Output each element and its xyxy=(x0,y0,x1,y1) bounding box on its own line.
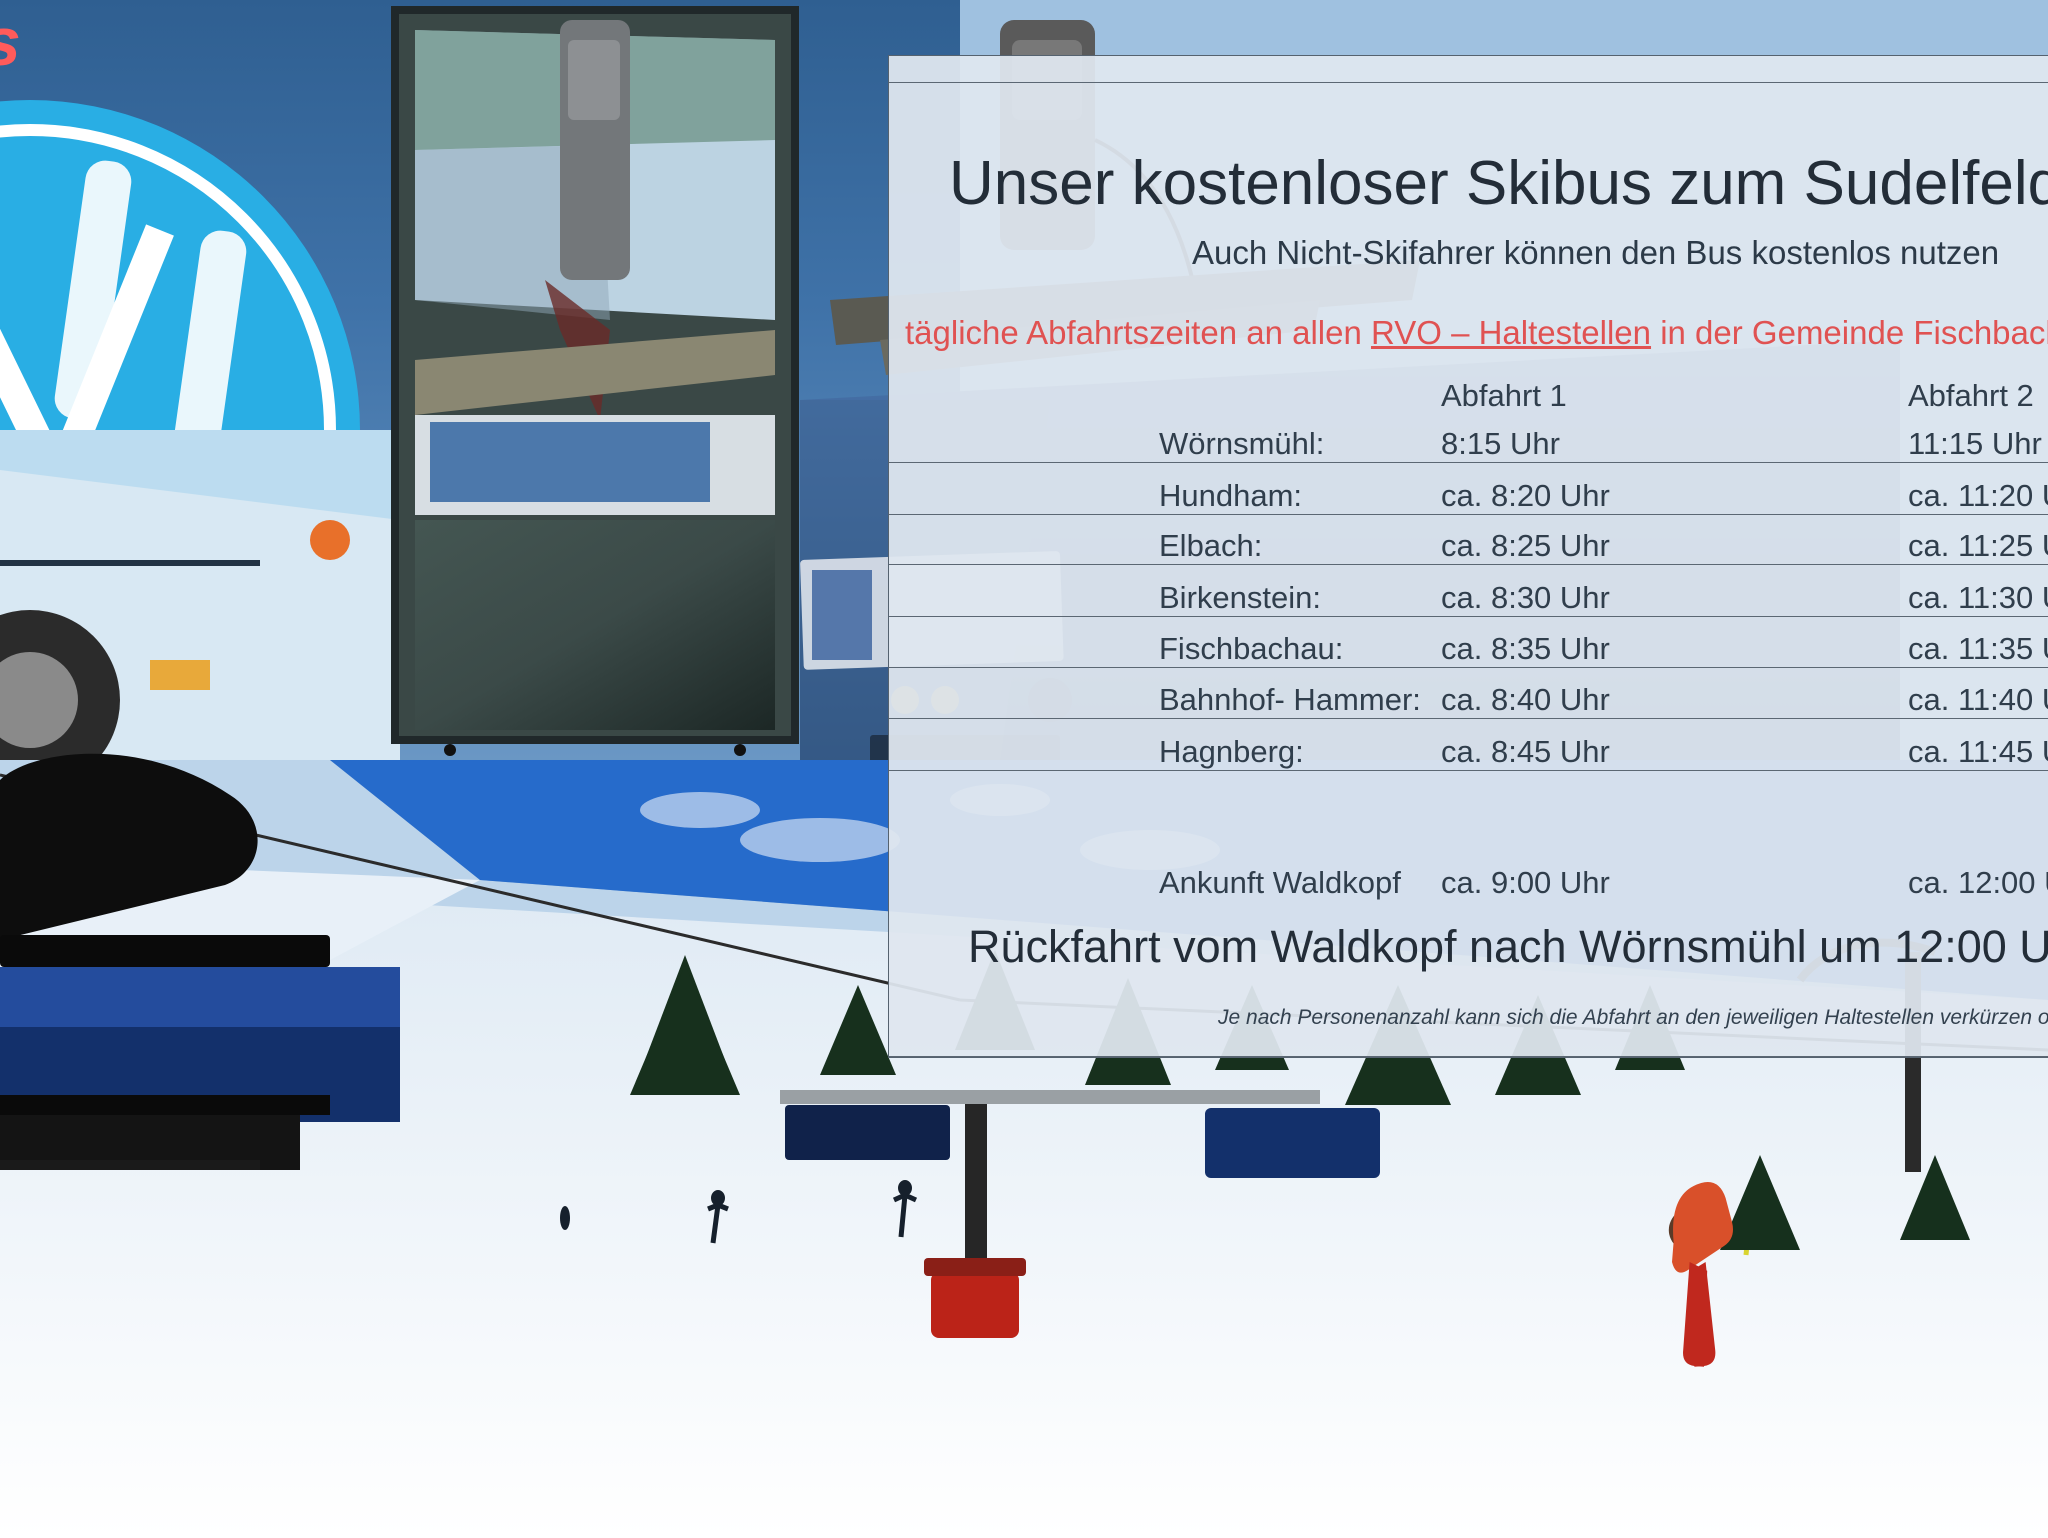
svg-text:es: es xyxy=(0,4,21,80)
